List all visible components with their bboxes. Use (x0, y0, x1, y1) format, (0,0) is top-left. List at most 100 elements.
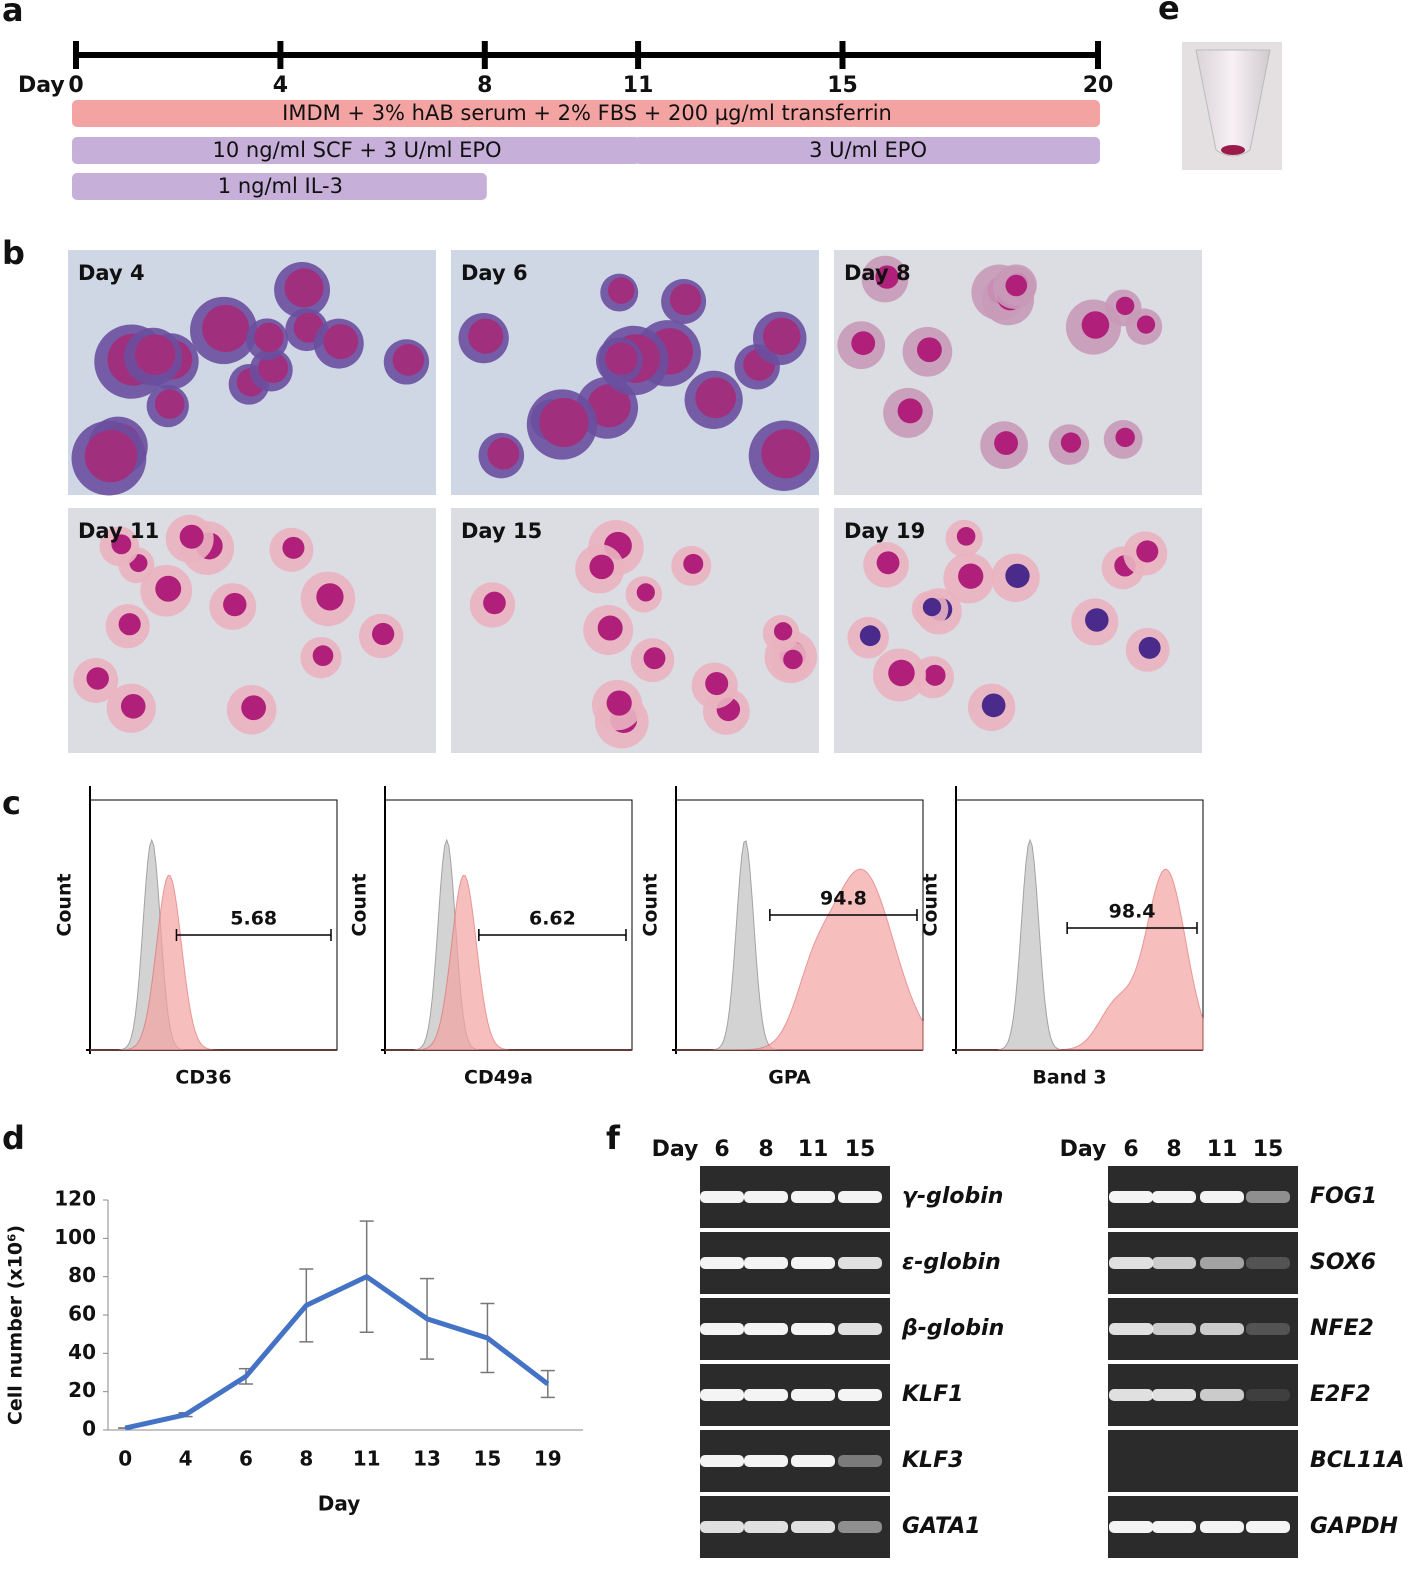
count-label: Count (640, 873, 662, 936)
nucleus (763, 317, 801, 356)
band (838, 1521, 882, 1533)
nucleus (118, 613, 141, 636)
band (791, 1521, 835, 1533)
nucleus (695, 377, 737, 419)
medium-bar (72, 100, 1100, 127)
nucleus (875, 265, 899, 289)
band (791, 1455, 835, 1467)
sample-peak (676, 868, 924, 1051)
nucleus (783, 649, 803, 670)
nucleus (859, 625, 881, 647)
nucleus (1085, 608, 1109, 632)
nucleus (897, 398, 923, 424)
y-tick-label: 100 (54, 1225, 96, 1249)
gene-label: γ-globin (902, 1184, 1003, 1209)
band (1200, 1257, 1244, 1269)
nucleus (134, 334, 176, 376)
panel-label: d (2, 1119, 25, 1157)
x-tick-label: 15 (474, 1447, 502, 1471)
band (1109, 1257, 1153, 1269)
nucleus (372, 622, 395, 646)
x-tick-label: 19 (534, 1447, 562, 1471)
y-tick-label: 60 (68, 1302, 96, 1326)
nucleus (1060, 432, 1082, 453)
panel-label: c (2, 784, 21, 822)
band (1200, 1521, 1244, 1533)
band (1152, 1521, 1196, 1533)
band (1200, 1191, 1244, 1203)
gene-label: GATA1 (902, 1514, 981, 1539)
band (700, 1323, 744, 1335)
nucleus (607, 277, 635, 304)
tick-label: 11 (623, 73, 654, 98)
nucleus (705, 672, 729, 696)
nucleus (1138, 636, 1161, 659)
nucleus (241, 695, 267, 721)
nucleus (316, 583, 344, 611)
lane-label: 6 (1123, 1137, 1138, 1162)
band (744, 1455, 788, 1467)
day-label: Day 15 (461, 519, 542, 543)
nucleus (761, 429, 811, 479)
gene-label: GAPDH (1310, 1514, 1398, 1539)
gene-label: E2F2 (1310, 1382, 1371, 1407)
band (791, 1323, 835, 1335)
nucleus (155, 575, 182, 602)
band (838, 1389, 882, 1401)
nucleus (683, 553, 704, 574)
nucleus (606, 690, 632, 716)
band (1109, 1521, 1153, 1533)
nucleus (1136, 315, 1156, 334)
gene-label: KLF3 (902, 1448, 963, 1473)
nucleus (154, 389, 185, 419)
gate-value: 98.4 (1109, 901, 1156, 923)
band (744, 1521, 788, 1533)
nucleus (86, 667, 109, 690)
flow-histogram: 94.8 GPA Count (640, 786, 924, 1089)
nucleus (392, 344, 425, 376)
nucleus (587, 384, 631, 428)
band (1152, 1191, 1196, 1203)
nucleus (487, 437, 520, 470)
band (791, 1257, 835, 1269)
nucleus (312, 645, 334, 666)
band (1200, 1323, 1244, 1335)
band (1109, 1389, 1153, 1401)
nucleus (876, 551, 900, 575)
x-tick-label: 0 (118, 1447, 132, 1471)
nucleus (539, 397, 589, 448)
nucleus (605, 342, 638, 375)
nucleus (120, 693, 146, 719)
band (700, 1521, 744, 1533)
nucleus (669, 283, 702, 316)
lane-label: 15 (1253, 1137, 1284, 1162)
nucleus (84, 429, 138, 483)
gene-label: KLF1 (902, 1382, 963, 1407)
nucleus (956, 527, 976, 546)
band (791, 1191, 835, 1203)
nucleus (1081, 311, 1110, 339)
band (744, 1323, 788, 1335)
y-tick-label: 20 (68, 1378, 96, 1402)
y-tick-label: 80 (68, 1263, 96, 1287)
band (700, 1191, 744, 1203)
nucleus (223, 592, 247, 617)
band (1246, 1257, 1290, 1269)
medium-bar (72, 137, 641, 164)
day-label: Day 11 (78, 519, 159, 543)
medium-bar (634, 137, 1100, 164)
sample-peak (385, 874, 632, 1051)
nucleus (1115, 296, 1135, 316)
flow-histogram: 5.68 CD36 Count (54, 786, 338, 1089)
gate-value: 6.62 (529, 908, 576, 930)
day-label: Day (1060, 1137, 1107, 1162)
flow-histogram: 6.62 CD49a Count (349, 786, 633, 1089)
control-peak (90, 838, 337, 1051)
tick-label: 4 (273, 73, 288, 98)
band (1152, 1389, 1196, 1401)
gene-label: ε-globin (902, 1250, 1001, 1275)
gate-value: 94.8 (820, 888, 867, 910)
gel-strip (1108, 1430, 1298, 1492)
plot-frame (89, 799, 338, 1051)
